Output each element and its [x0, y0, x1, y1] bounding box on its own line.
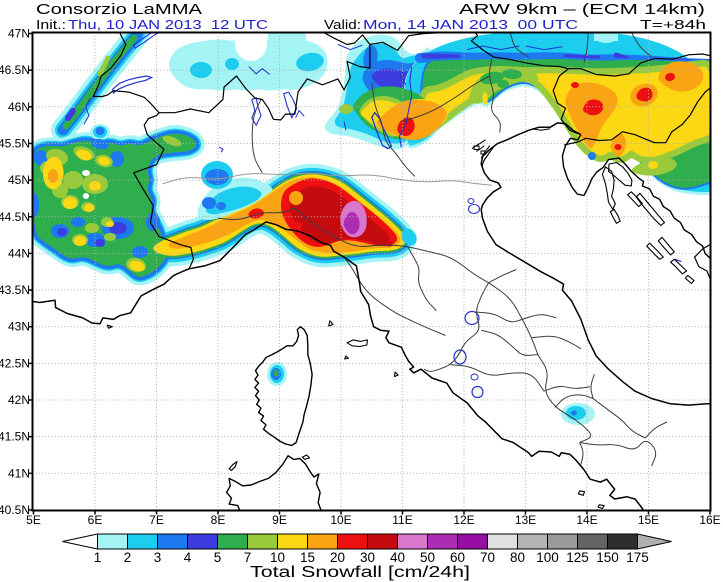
svg-text:7: 7 [244, 550, 252, 565]
svg-text:8E: 8E [211, 513, 226, 527]
svg-text:12E: 12E [453, 513, 474, 527]
svg-text:100: 100 [536, 550, 559, 565]
svg-text:15E: 15E [638, 513, 659, 527]
svg-text:42N: 42N [8, 393, 30, 407]
svg-text:40.5N: 40.5N [0, 503, 30, 517]
svg-text:7E: 7E [149, 513, 164, 527]
svg-text:5E: 5E [26, 513, 41, 527]
svg-text:42.5N: 42.5N [0, 356, 30, 370]
svg-text:4: 4 [184, 550, 192, 565]
svg-text:150: 150 [596, 550, 619, 565]
svg-text:41.5N: 41.5N [0, 430, 30, 444]
svg-text:45.5N: 45.5N [0, 136, 30, 150]
svg-text:46N: 46N [8, 100, 30, 114]
svg-text:Init.:: Init.: [36, 17, 66, 32]
svg-text:9E: 9E [272, 513, 287, 527]
svg-text:10E: 10E [330, 513, 351, 527]
svg-text:5: 5 [214, 550, 222, 565]
svg-text:Valid:: Valid: [324, 17, 361, 32]
svg-text:80: 80 [510, 550, 525, 565]
svg-text:45N: 45N [8, 173, 30, 187]
svg-text:ARW 9km – (ECM 14km): ARW 9km – (ECM 14km) [459, 1, 705, 18]
svg-text:70: 70 [480, 550, 495, 565]
svg-text:40: 40 [390, 550, 405, 565]
svg-text:T=+84h: T=+84h [640, 17, 706, 32]
svg-text:Total Snowfall [cm/24h]: Total Snowfall [cm/24h] [250, 564, 470, 581]
svg-text:1: 1 [94, 550, 102, 565]
svg-text:14E: 14E [576, 513, 597, 527]
svg-text:15: 15 [300, 550, 315, 565]
svg-text:Thu, 10 JAN 2013 12 UTC: Thu, 10 JAN 2013 12 UTC [68, 17, 268, 32]
svg-text:2: 2 [124, 550, 132, 565]
svg-text:125: 125 [566, 550, 589, 565]
svg-text:30: 30 [360, 550, 375, 565]
svg-text:50: 50 [420, 550, 435, 565]
svg-text:43.5N: 43.5N [0, 283, 30, 297]
svg-text:10: 10 [270, 550, 285, 565]
svg-text:47N: 47N [8, 27, 30, 41]
svg-text:Consorzio LaMMA: Consorzio LaMMA [36, 1, 202, 18]
svg-text:3: 3 [154, 550, 162, 565]
svg-text:13E: 13E [515, 513, 536, 527]
svg-text:60: 60 [450, 550, 465, 565]
svg-text:44.5N: 44.5N [0, 210, 30, 224]
svg-text:175: 175 [626, 550, 649, 565]
svg-text:11E: 11E [392, 513, 412, 527]
svg-text:Mon, 14 JAN 2013 00 UTC: Mon, 14 JAN 2013 00 UTC [363, 17, 578, 32]
svg-text:44N: 44N [8, 246, 30, 260]
svg-text:20: 20 [330, 550, 345, 565]
svg-text:46.5N: 46.5N [0, 63, 30, 77]
svg-text:41N: 41N [8, 466, 30, 480]
svg-text:16E: 16E [699, 513, 720, 527]
svg-text:6E: 6E [88, 513, 103, 527]
svg-text:43N: 43N [8, 320, 30, 334]
